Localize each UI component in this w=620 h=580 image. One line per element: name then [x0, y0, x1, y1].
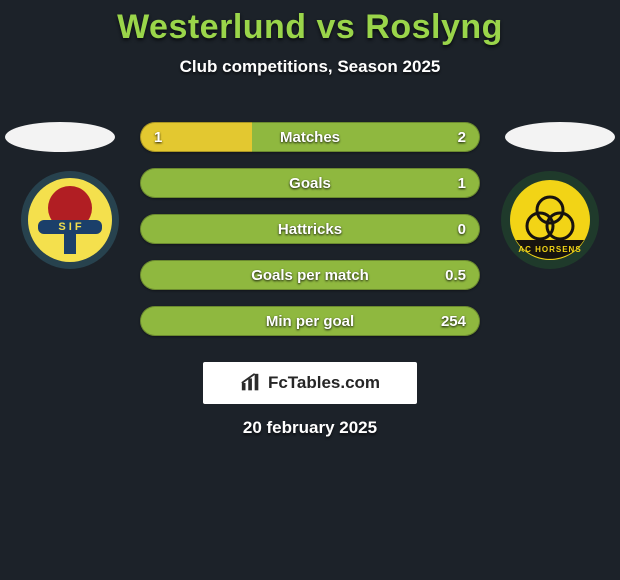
stat-bars: 1 Matches 2 Goals 1 Hattricks 0 Goals per match…	[140, 122, 480, 352]
stat-bar: Goals 1	[140, 168, 480, 198]
club-crest-left: S I F	[20, 170, 120, 270]
stat-label: Goals per match	[251, 267, 369, 284]
stat-right-value: 0	[458, 221, 466, 238]
player-name-pill-right	[505, 122, 615, 152]
stat-label: Goals	[289, 175, 331, 192]
stat-bar: Goals per match 0.5	[140, 260, 480, 290]
comparison-title: Westerlund vs Roslyng	[0, 0, 620, 47]
branding-label: FcTables.com	[268, 373, 380, 393]
stat-bar: Hattricks 0	[140, 214, 480, 244]
stat-left-value: 1	[154, 129, 162, 146]
stat-label: Hattricks	[278, 221, 342, 238]
stat-label: Min per goal	[266, 313, 354, 330]
svg-text:AC HORSENS: AC HORSENS	[518, 245, 581, 254]
branding-badge: FcTables.com	[203, 362, 417, 404]
stat-right-value: 0.5	[445, 267, 466, 284]
club-crest-right: AC HORSENS	[500, 170, 600, 270]
player-name-pill-left	[5, 122, 115, 152]
stat-bar: 1 Matches 2	[140, 122, 480, 152]
stat-right-value: 2	[458, 129, 466, 146]
svg-text:S I F: S I F	[58, 221, 82, 233]
stat-label: Matches	[280, 129, 340, 146]
comparison-date: 20 february 2025	[0, 418, 620, 438]
stat-right-value: 254	[441, 313, 466, 330]
stat-bar: Min per goal 254	[140, 306, 480, 336]
comparison-subtitle: Club competitions, Season 2025	[0, 57, 620, 77]
stat-right-value: 1	[458, 175, 466, 192]
bar-chart-icon	[240, 372, 262, 394]
